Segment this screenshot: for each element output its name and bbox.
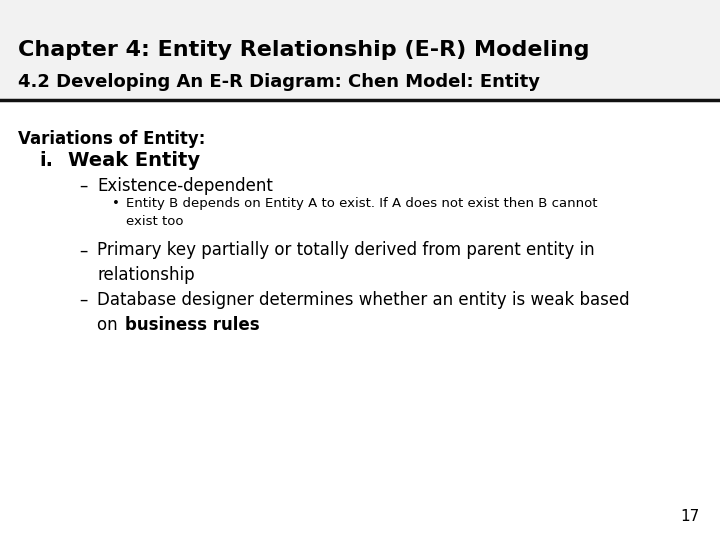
Text: Variations of Entity:: Variations of Entity: (18, 130, 205, 147)
Text: –: – (79, 241, 88, 259)
Text: Existence-dependent: Existence-dependent (97, 177, 273, 194)
Text: Database designer determines whether an entity is weak based: Database designer determines whether an … (97, 291, 630, 308)
Text: Entity B depends on Entity A to exist. If A does not exist then B cannot
exist t: Entity B depends on Entity A to exist. I… (126, 197, 598, 228)
Text: business rules: business rules (125, 315, 259, 334)
FancyBboxPatch shape (0, 0, 720, 100)
Text: Primary key partially or totally derived from parent entity in
relationship: Primary key partially or totally derived… (97, 241, 595, 285)
Text: –: – (79, 177, 88, 194)
Text: 17: 17 (680, 509, 700, 524)
Text: –: – (79, 291, 88, 308)
Text: Chapter 4: Entity Relationship (E-R) Modeling: Chapter 4: Entity Relationship (E-R) Mod… (18, 40, 590, 60)
Text: 4.2 Developing An E-R Diagram: Chen Model: Entity: 4.2 Developing An E-R Diagram: Chen Mode… (18, 73, 540, 91)
Text: •: • (112, 197, 120, 210)
Text: i.: i. (40, 151, 53, 170)
Text: Weak Entity: Weak Entity (68, 151, 201, 170)
Text: on: on (97, 315, 123, 334)
